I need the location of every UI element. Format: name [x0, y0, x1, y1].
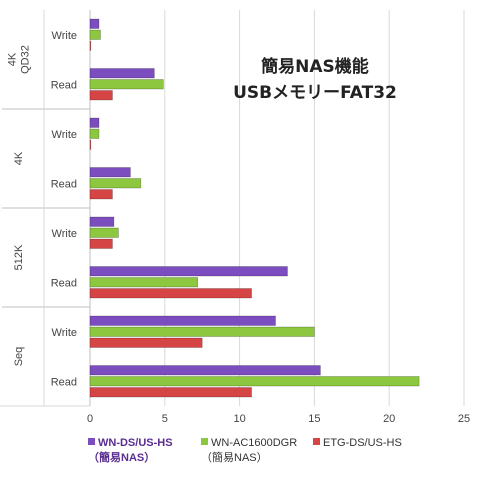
bar — [89, 18, 100, 29]
category-label: Read — [51, 376, 77, 388]
bar — [89, 189, 113, 200]
bar — [89, 29, 101, 40]
category-label: Read — [51, 277, 77, 289]
bar — [89, 216, 115, 227]
legend: WN-DS/US-HS （簡易NAS） WN-AC1600DGR （簡易NAS）… — [88, 436, 468, 476]
bar — [89, 365, 321, 376]
chart-subtitle: USBメモリーFAT32 — [233, 83, 397, 103]
bar — [89, 387, 252, 398]
bar — [89, 128, 100, 139]
group-label-line: QD32 — [20, 45, 32, 74]
category-label: Write — [52, 327, 77, 339]
legend-label-3: ETG-DS/US-HS — [323, 437, 402, 449]
axis-labels: 0 5 10 15 20 254KQD324K512KSeqWriteReadWriteR… — [7, 30, 471, 425]
legend-label-1-line2: （簡易NAS） — [88, 452, 156, 464]
bar — [89, 266, 288, 277]
legend-label-2-line2: （簡易NAS） — [201, 452, 268, 464]
legend-item-1: WN-DS/US-HS （簡易NAS） — [88, 436, 173, 466]
category-label: Read — [51, 79, 77, 91]
group-label: Seq — [13, 347, 25, 367]
legend-swatch-2 — [201, 438, 208, 445]
group-label: 512K — [13, 244, 25, 270]
x-tick-label: 25 — [458, 413, 470, 425]
x-tick-label: 20 — [383, 413, 395, 425]
x-tick-label: 10 — [233, 413, 245, 425]
bar — [89, 288, 252, 299]
bar — [89, 326, 315, 337]
bar — [89, 68, 155, 79]
legend-item-2: WN-AC1600DGR （簡易NAS） — [201, 436, 297, 466]
bar — [89, 337, 203, 348]
axis-layer — [0, 10, 91, 407]
bar — [89, 139, 92, 150]
x-tick-label: 5 — [162, 413, 168, 425]
chart-title: 簡易NAS機能 — [261, 57, 369, 77]
group-label: 4KQD32 — [7, 45, 32, 74]
group-label-line: 4K — [7, 52, 19, 66]
legend-swatch-1 — [88, 438, 95, 445]
bar — [89, 167, 131, 178]
group-label: 4K — [13, 151, 25, 165]
legend-item-3: ETG-DS/US-HS — [313, 436, 402, 451]
bar — [89, 79, 164, 90]
x-tick-label: 15 — [308, 413, 320, 425]
bar — [89, 238, 113, 249]
bar — [89, 90, 113, 101]
bar — [89, 227, 119, 238]
legend-swatch-3 — [313, 438, 320, 445]
bar — [89, 117, 100, 128]
bar — [89, 315, 276, 326]
bar — [89, 376, 420, 387]
category-label: Write — [52, 228, 77, 240]
category-label: Write — [52, 30, 77, 42]
bar — [89, 277, 199, 288]
bar — [89, 40, 92, 51]
category-label: Write — [52, 129, 77, 141]
bar — [89, 178, 142, 189]
category-label: Read — [51, 178, 77, 190]
legend-label-2: WN-AC1600DGR — [211, 437, 298, 449]
bars-layer — [89, 18, 420, 398]
legend-label-1: WN-DS/US-HS — [98, 437, 173, 449]
x-tick-label: 0 — [87, 413, 93, 425]
